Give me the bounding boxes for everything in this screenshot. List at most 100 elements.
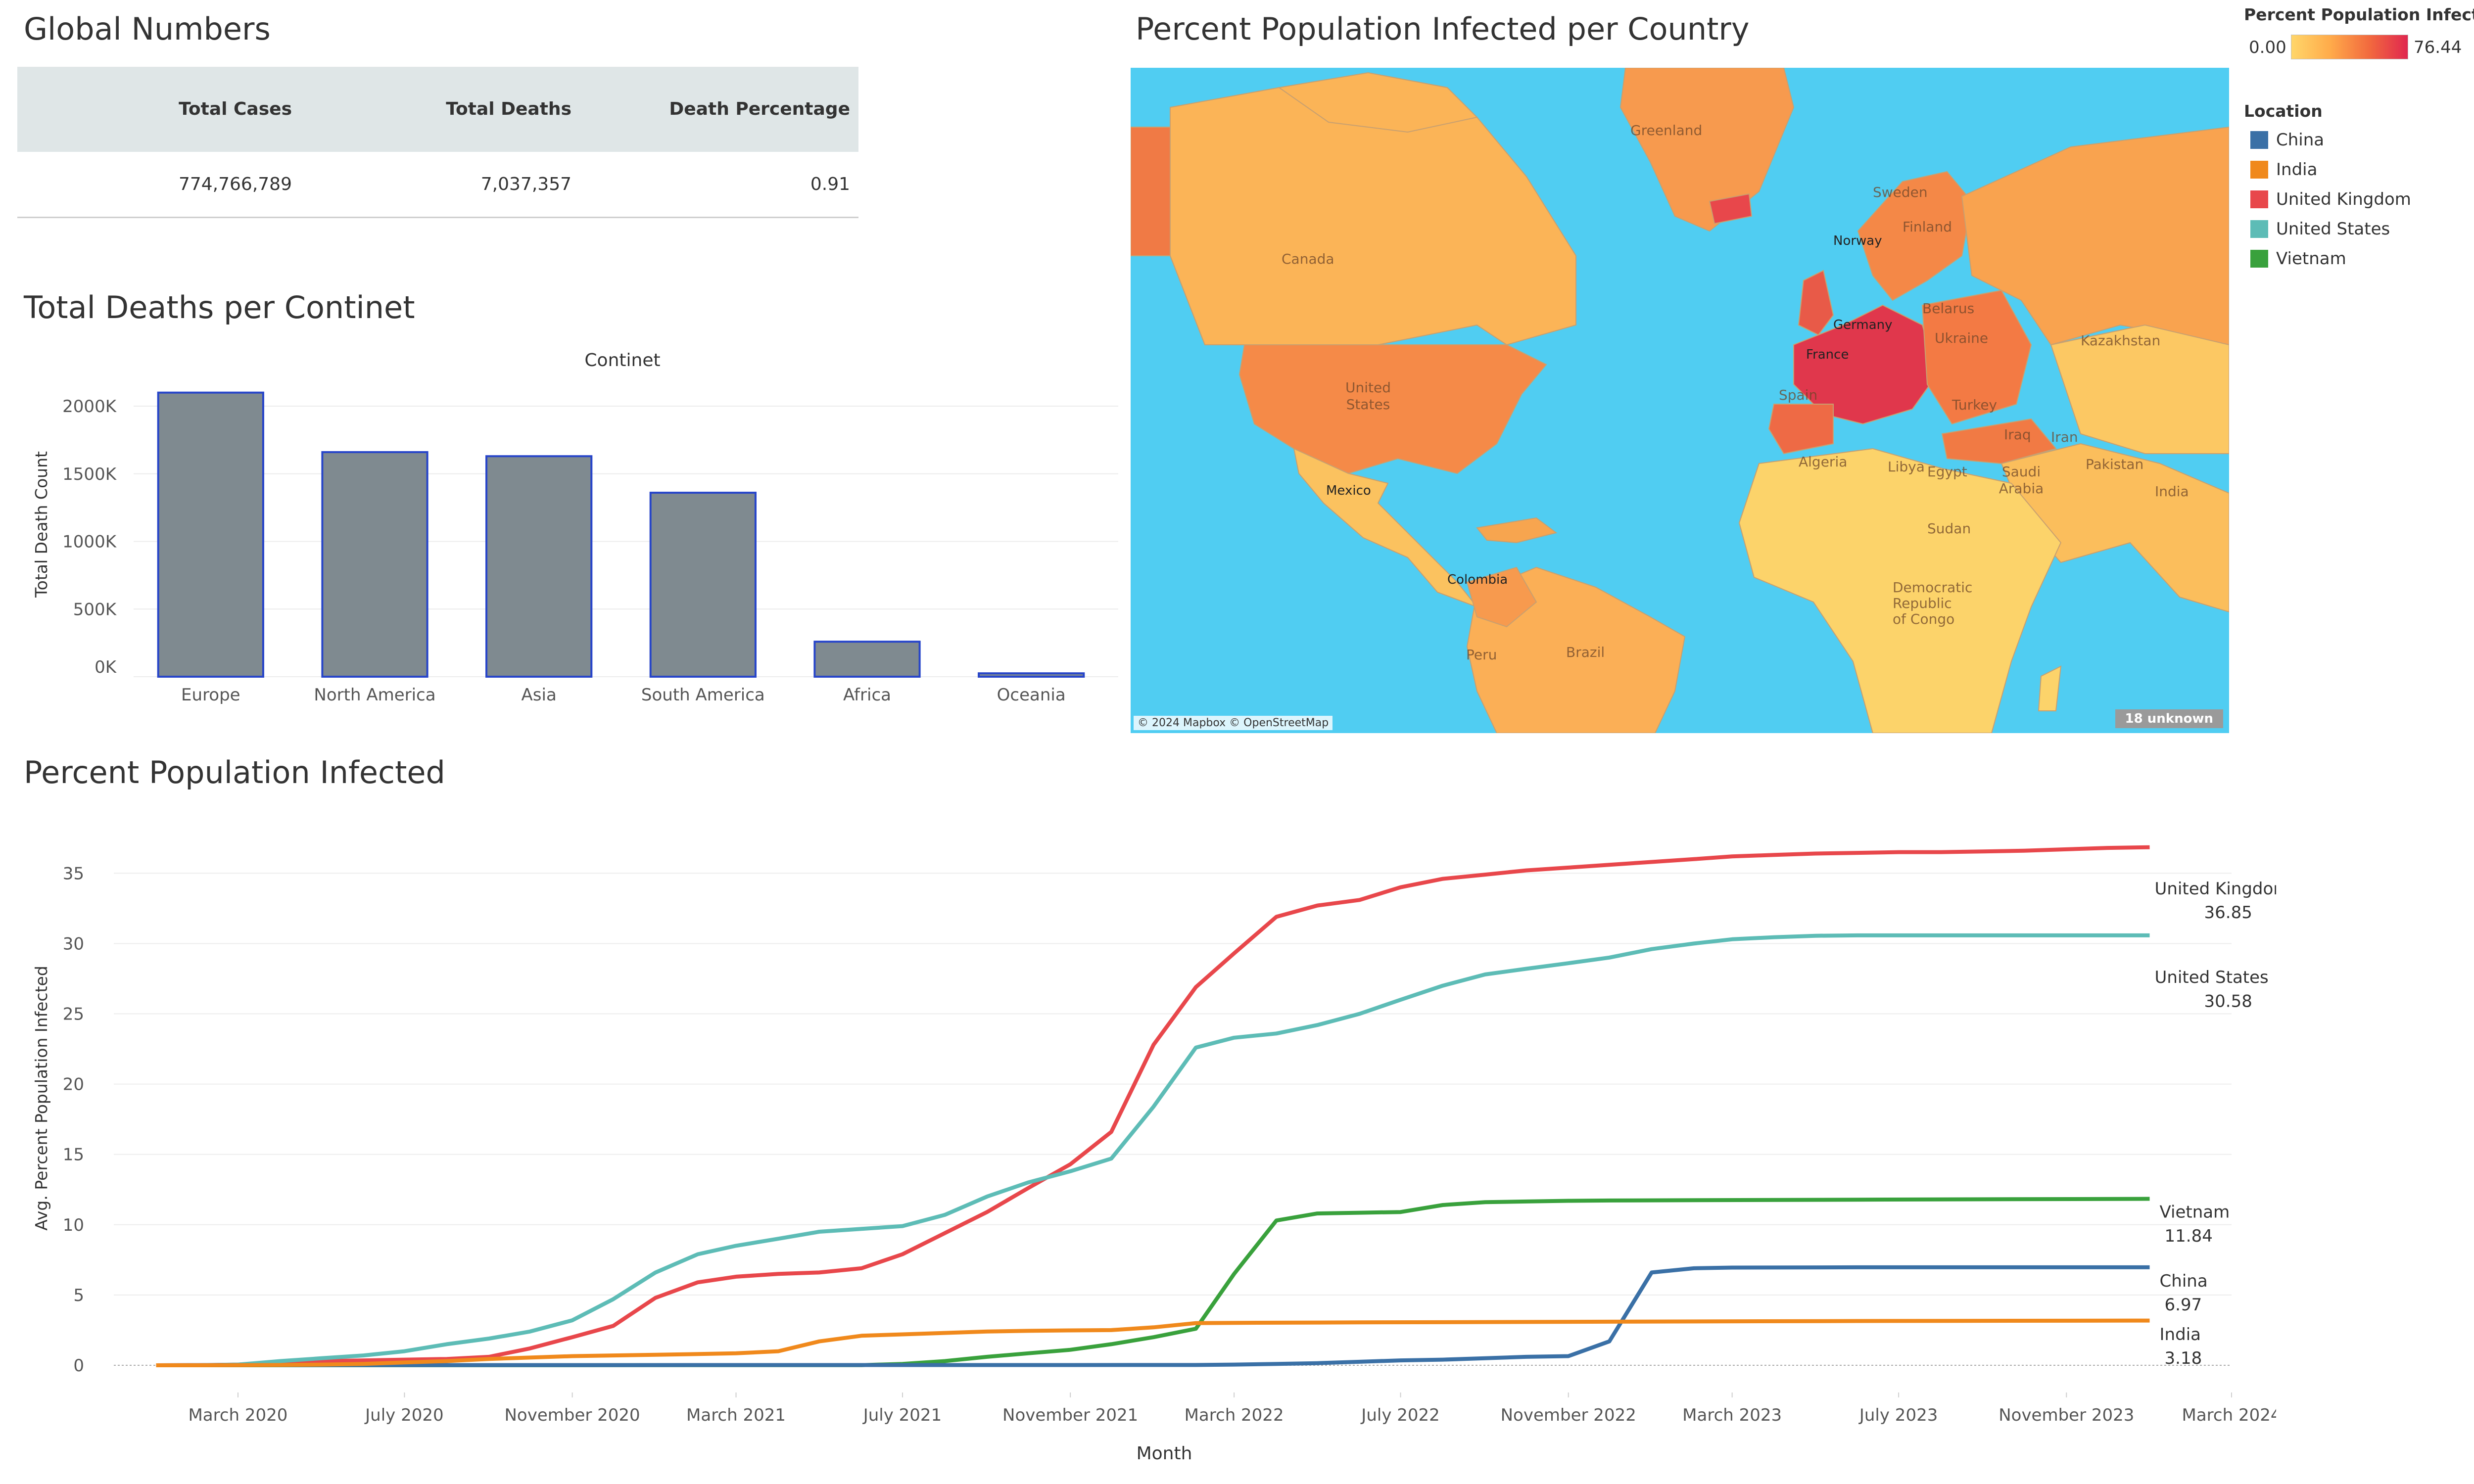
series-end-name: China	[2160, 1271, 2208, 1291]
map-label-mexico: Mexico	[1326, 483, 1371, 498]
legend-swatch-vietnam	[2250, 250, 2268, 268]
line-xtick-label: July 2020	[364, 1405, 443, 1425]
map-attribution[interactable]: © 2024 Mapbox © OpenStreetMap	[1134, 716, 1333, 730]
map-label-sweden: Sweden	[1873, 184, 1928, 200]
series-india[interactable]	[156, 1318, 2150, 1367]
series-end-name: United States	[2155, 968, 2269, 987]
series-end-value: 11.84	[2165, 1226, 2213, 1246]
map-label-greenland: Greenland	[1630, 122, 1703, 139]
line-ytick-label: 0	[73, 1356, 84, 1376]
bar-xtick-label: South America	[641, 685, 765, 705]
line-xtick-label: March 2024	[2182, 1405, 2276, 1425]
line-chart-title: Percent Population Infected	[24, 754, 445, 790]
series-end-name: United Kingdom	[2155, 879, 2276, 899]
legend-label-united-kingdom: United Kingdom	[2276, 189, 2411, 209]
map-label-canada: Canada	[1282, 251, 1334, 267]
global-numbers-title: Global Numbers	[24, 11, 271, 47]
legend-label-china: China	[2276, 130, 2325, 150]
colombia-shape	[1466, 566, 1537, 628]
united-states-shape	[1238, 344, 1547, 474]
africa-shape	[1738, 448, 2062, 733]
map-label-norway: Norway	[1833, 233, 1882, 248]
series-end-name: Vietnam	[2160, 1203, 2230, 1222]
alaska-shape	[1131, 127, 1171, 256]
map-label-peru: Peru	[1466, 647, 1497, 663]
map-label-saudi-arabia: Saudi Arabia	[1998, 464, 2044, 497]
color-legend-gradient	[2291, 35, 2408, 59]
line-xtick-label: July 2021	[862, 1405, 942, 1425]
madagascar-shape	[2038, 665, 2062, 711]
greenland-shape	[1619, 68, 1795, 232]
bar-xtick-label: Asia	[522, 685, 557, 705]
value-death-percentage: 0.91	[810, 174, 850, 194]
bar-ytick-label: 0K	[95, 657, 117, 677]
series-end-value: 36.85	[2204, 903, 2252, 923]
line-ytick-label: 5	[73, 1286, 84, 1305]
map-label-spain: Spain	[1779, 387, 1818, 403]
iberia-shape	[1768, 404, 1834, 455]
bar-chart-title: Total Deaths per Continet	[24, 289, 415, 325]
map-label-pakistan: Pakistan	[2086, 456, 2144, 472]
choropleth-map[interactable]: Greenland Canada United States Mexico Co…	[1131, 68, 2229, 733]
bar-africa[interactable]	[813, 641, 921, 678]
series-united-states[interactable]	[156, 933, 2150, 1367]
legend-label-vietnam: Vietnam	[2276, 249, 2346, 269]
map-label-turkey: Turkey	[1952, 397, 1998, 413]
map-title: Percent Population Infected per Country	[1136, 11, 1750, 47]
bar-ytick-label: 500K	[73, 600, 117, 619]
map-label-iraq: Iraq	[2004, 426, 2031, 443]
caribbean-shape	[1476, 517, 1558, 544]
line-ytick-label: 15	[63, 1145, 84, 1165]
unknown-badge[interactable]: 18 unknown	[2115, 709, 2223, 728]
line-xtick-label: March 2020	[188, 1405, 287, 1425]
bar-europe[interactable]	[157, 391, 264, 678]
line-xtick-label: July 2022	[1360, 1405, 1439, 1425]
bar-xtick-label: North America	[314, 685, 435, 705]
color-legend-min: 0.00	[2249, 38, 2286, 57]
line-ytick-label: 35	[63, 864, 84, 883]
bar-ytick-label: 1500K	[62, 464, 117, 484]
bar-north-america[interactable]	[321, 451, 428, 678]
map-label-colombia: Colombia	[1447, 572, 1508, 587]
bar-chart-header: Continet	[584, 350, 660, 371]
bar-xtick-label: Oceania	[997, 685, 1066, 705]
map-label-brazil: Brazil	[1566, 644, 1605, 660]
legend-swatch-united-states	[2250, 220, 2268, 238]
line-ytick-label: 10	[63, 1215, 84, 1235]
map-label-france: France	[1806, 347, 1849, 362]
map-shapes	[1131, 68, 2229, 733]
map-label-finland: Finland	[1903, 219, 1952, 235]
line-xtick-label: November 2020	[504, 1405, 640, 1425]
series-end-value: 6.97	[2165, 1295, 2202, 1315]
legend-label-united-states: United States	[2276, 219, 2390, 239]
series-end-value: 3.18	[2165, 1348, 2202, 1368]
bar-chart-ylabel: Total Death Count	[32, 451, 51, 598]
bar-ytick-label: 1000K	[62, 532, 117, 552]
arctic-islands-shape	[1278, 72, 1478, 133]
bar-oceania[interactable]	[978, 672, 1085, 678]
line-xtick-label: March 2021	[686, 1405, 786, 1425]
line-xtick-label: March 2022	[1185, 1405, 1284, 1425]
uk-shape	[1798, 270, 1834, 336]
line-ytick-label: 25	[63, 1004, 84, 1024]
map-label-ukraine: Ukraine	[1935, 330, 1989, 346]
series-vietnam[interactable]	[156, 1197, 2150, 1367]
bar-south-america[interactable]	[649, 492, 757, 678]
color-legend-title: Percent Population Infect..	[2244, 5, 2474, 24]
map-label-libya: Libya	[1888, 459, 1925, 475]
value-total-cases: 774,766,789	[178, 174, 292, 194]
map-label-algeria: Algeria	[1799, 454, 1848, 470]
series-end-name: India	[2160, 1325, 2201, 1345]
central-asia-shape	[2050, 324, 2229, 454]
line-ytick-label: 20	[63, 1075, 84, 1095]
location-legend-title: Location	[2244, 101, 2323, 121]
value-total-deaths: 7,037,357	[480, 174, 571, 194]
bar-asia[interactable]	[485, 455, 593, 678]
series-united-kingdom[interactable]	[156, 845, 2150, 1367]
series-china[interactable]	[156, 1265, 2150, 1367]
line-xtick-label: November 2021	[1002, 1405, 1138, 1425]
bar-chart: Continet Total Death Count 0K 500K 1000K 15…	[32, 350, 1118, 705]
map-label-belarus: Belarus	[1922, 300, 1975, 317]
map-label-united-states: United States	[1345, 379, 1391, 413]
legend-swatch-india	[2250, 161, 2268, 179]
